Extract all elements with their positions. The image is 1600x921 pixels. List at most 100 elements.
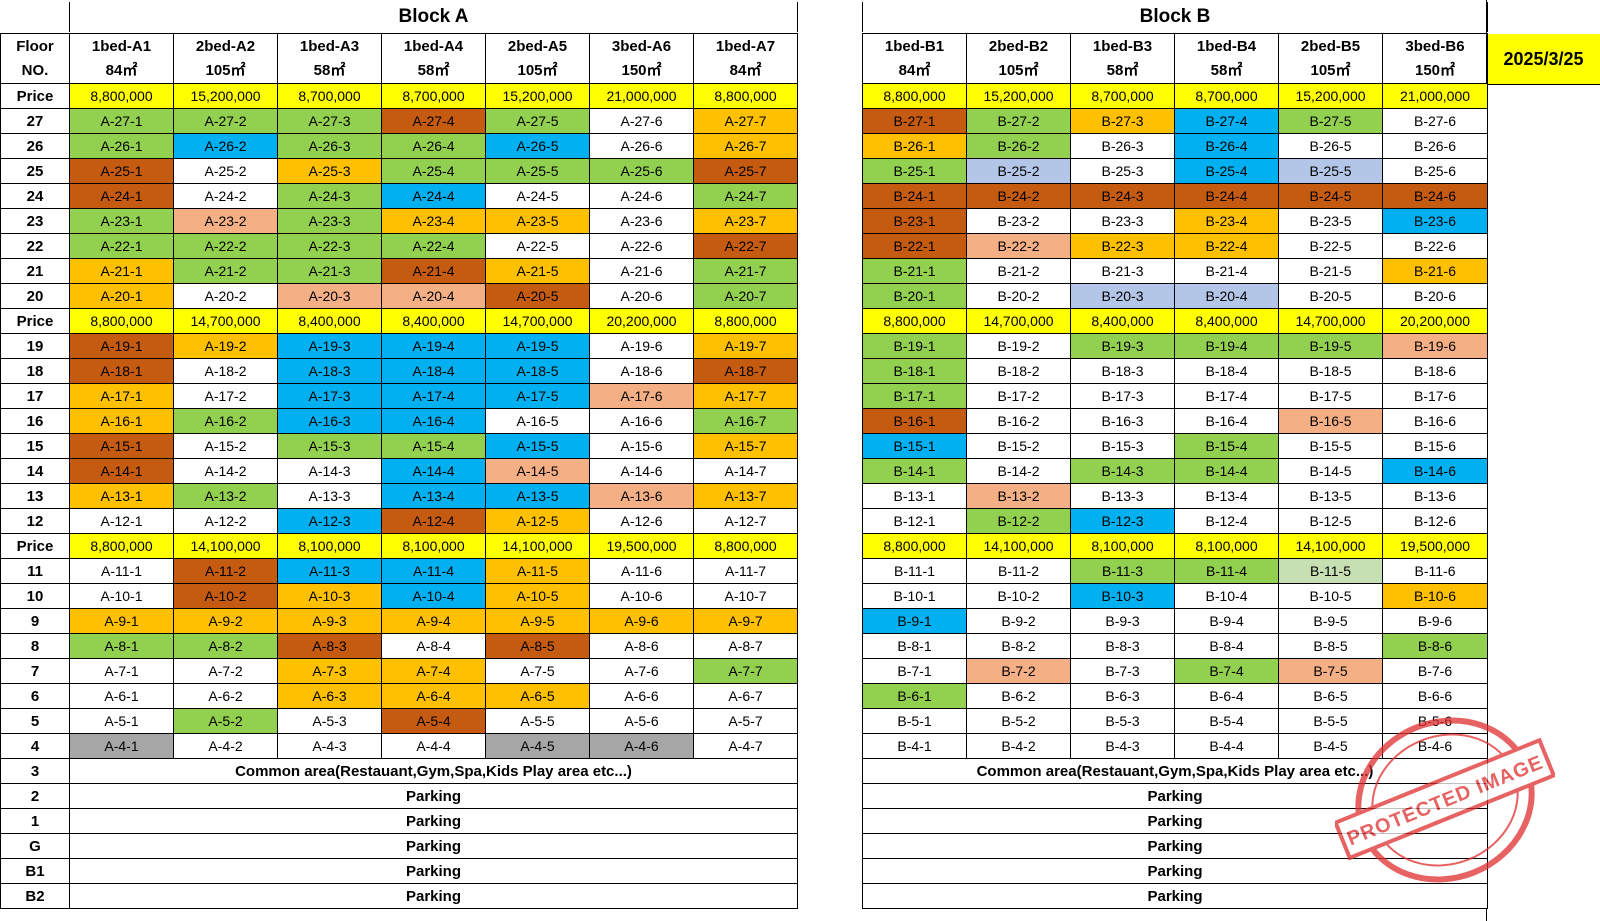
unit-cell[interactable]: A-11-6 <box>589 558 694 584</box>
unit-cell[interactable]: B-6-4 <box>1174 683 1279 709</box>
unit-cell[interactable]: A-26-3 <box>277 133 382 159</box>
unit-cell[interactable]: B-6-1 <box>862 683 967 709</box>
unit-cell[interactable]: A-10-2 <box>173 583 278 609</box>
unit-cell[interactable]: A-12-4 <box>381 508 486 534</box>
unit-cell[interactable]: B-26-4 <box>1174 133 1279 159</box>
unit-cell[interactable]: A-27-5 <box>485 108 590 134</box>
unit-cell[interactable]: A-14-3 <box>277 458 382 484</box>
unit-cell[interactable]: A-25-3 <box>277 158 382 184</box>
unit-cell[interactable]: A-20-1 <box>69 283 174 309</box>
unit-cell[interactable]: A-8-4 <box>381 633 486 659</box>
unit-cell[interactable]: A-24-5 <box>485 183 590 209</box>
unit-cell[interactable]: B-14-6 <box>1382 458 1488 484</box>
unit-cell[interactable]: A-25-1 <box>69 158 174 184</box>
unit-cell[interactable]: B-8-2 <box>966 633 1071 659</box>
unit-cell[interactable]: B-27-5 <box>1278 108 1383 134</box>
unit-cell[interactable]: A-17-3 <box>277 383 382 409</box>
unit-cell[interactable]: B-9-6 <box>1382 608 1488 634</box>
unit-cell[interactable]: A-24-6 <box>589 183 694 209</box>
unit-cell[interactable]: A-22-6 <box>589 233 694 259</box>
unit-cell[interactable]: B-17-4 <box>1174 383 1279 409</box>
unit-cell[interactable]: A-4-7 <box>693 733 798 759</box>
unit-cell[interactable]: A-24-7 <box>693 183 798 209</box>
unit-cell[interactable]: A-19-3 <box>277 333 382 359</box>
unit-cell[interactable]: A-23-5 <box>485 208 590 234</box>
unit-cell[interactable]: B-25-4 <box>1174 158 1279 184</box>
unit-cell[interactable]: B-25-3 <box>1070 158 1175 184</box>
unit-cell[interactable]: A-21-1 <box>69 258 174 284</box>
unit-cell[interactable]: B-13-1 <box>862 483 967 509</box>
unit-cell[interactable]: B-14-2 <box>966 458 1071 484</box>
unit-cell[interactable]: A-23-7 <box>693 208 798 234</box>
unit-cell[interactable]: A-17-4 <box>381 383 486 409</box>
unit-cell[interactable]: B-11-3 <box>1070 558 1175 584</box>
unit-cell[interactable]: A-4-1 <box>69 733 174 759</box>
unit-cell[interactable]: B-13-6 <box>1382 483 1488 509</box>
unit-cell[interactable]: A-6-1 <box>69 683 174 709</box>
unit-cell[interactable]: B-25-2 <box>966 158 1071 184</box>
unit-cell[interactable]: A-12-3 <box>277 508 382 534</box>
unit-cell[interactable]: A-8-2 <box>173 633 278 659</box>
unit-cell[interactable]: A-19-6 <box>589 333 694 359</box>
unit-cell[interactable]: A-9-3 <box>277 608 382 634</box>
unit-cell[interactable]: B-19-6 <box>1382 333 1488 359</box>
unit-cell[interactable]: B-5-3 <box>1070 708 1175 734</box>
unit-cell[interactable]: B-18-2 <box>966 358 1071 384</box>
unit-cell[interactable]: B-5-6 <box>1382 708 1488 734</box>
unit-cell[interactable]: B-21-1 <box>862 258 967 284</box>
unit-cell[interactable]: B-6-5 <box>1278 683 1383 709</box>
unit-cell[interactable]: B-25-6 <box>1382 158 1488 184</box>
unit-cell[interactable]: A-17-1 <box>69 383 174 409</box>
unit-cell[interactable]: A-21-4 <box>381 258 486 284</box>
unit-cell[interactable]: A-27-4 <box>381 108 486 134</box>
unit-cell[interactable]: A-18-4 <box>381 358 486 384</box>
unit-cell[interactable]: A-27-3 <box>277 108 382 134</box>
unit-cell[interactable]: A-19-4 <box>381 333 486 359</box>
unit-cell[interactable]: A-4-4 <box>381 733 486 759</box>
unit-cell[interactable]: A-27-1 <box>69 108 174 134</box>
unit-cell[interactable]: B-17-5 <box>1278 383 1383 409</box>
unit-cell[interactable]: B-8-3 <box>1070 633 1175 659</box>
unit-cell[interactable]: B-19-4 <box>1174 333 1279 359</box>
unit-cell[interactable]: A-25-5 <box>485 158 590 184</box>
unit-cell[interactable]: B-8-5 <box>1278 633 1383 659</box>
unit-cell[interactable]: B-13-5 <box>1278 483 1383 509</box>
unit-cell[interactable]: A-20-5 <box>485 283 590 309</box>
unit-cell[interactable]: A-19-1 <box>69 333 174 359</box>
unit-cell[interactable]: A-24-2 <box>173 183 278 209</box>
unit-cell[interactable]: B-12-1 <box>862 508 967 534</box>
unit-cell[interactable]: B-14-1 <box>862 458 967 484</box>
unit-cell[interactable]: A-14-6 <box>589 458 694 484</box>
unit-cell[interactable]: B-11-6 <box>1382 558 1488 584</box>
unit-cell[interactable]: B-22-2 <box>966 233 1071 259</box>
unit-cell[interactable]: A-9-6 <box>589 608 694 634</box>
unit-cell[interactable]: B-22-5 <box>1278 233 1383 259</box>
unit-cell[interactable]: A-21-5 <box>485 258 590 284</box>
unit-cell[interactable]: A-6-2 <box>173 683 278 709</box>
unit-cell[interactable]: A-18-3 <box>277 358 382 384</box>
unit-cell[interactable]: B-11-1 <box>862 558 967 584</box>
unit-cell[interactable]: A-22-1 <box>69 233 174 259</box>
unit-cell[interactable]: A-21-6 <box>589 258 694 284</box>
unit-cell[interactable]: A-27-6 <box>589 108 694 134</box>
unit-cell[interactable]: A-7-4 <box>381 658 486 684</box>
unit-cell[interactable]: A-4-5 <box>485 733 590 759</box>
unit-cell[interactable]: A-15-1 <box>69 433 174 459</box>
unit-cell[interactable]: B-5-2 <box>966 708 1071 734</box>
unit-cell[interactable]: B-18-6 <box>1382 358 1488 384</box>
unit-cell[interactable]: B-26-2 <box>966 133 1071 159</box>
unit-cell[interactable]: B-26-6 <box>1382 133 1488 159</box>
unit-cell[interactable]: A-10-5 <box>485 583 590 609</box>
unit-cell[interactable]: B-12-5 <box>1278 508 1383 534</box>
unit-cell[interactable]: A-4-6 <box>589 733 694 759</box>
unit-cell[interactable]: B-21-4 <box>1174 258 1279 284</box>
unit-cell[interactable]: B-17-6 <box>1382 383 1488 409</box>
unit-cell[interactable]: A-13-7 <box>693 483 798 509</box>
unit-cell[interactable]: A-22-5 <box>485 233 590 259</box>
unit-cell[interactable]: A-20-6 <box>589 283 694 309</box>
unit-cell[interactable]: A-26-1 <box>69 133 174 159</box>
unit-cell[interactable]: B-21-5 <box>1278 258 1383 284</box>
unit-cell[interactable]: B-18-1 <box>862 358 967 384</box>
unit-cell[interactable]: B-7-4 <box>1174 658 1279 684</box>
unit-cell[interactable]: A-9-5 <box>485 608 590 634</box>
